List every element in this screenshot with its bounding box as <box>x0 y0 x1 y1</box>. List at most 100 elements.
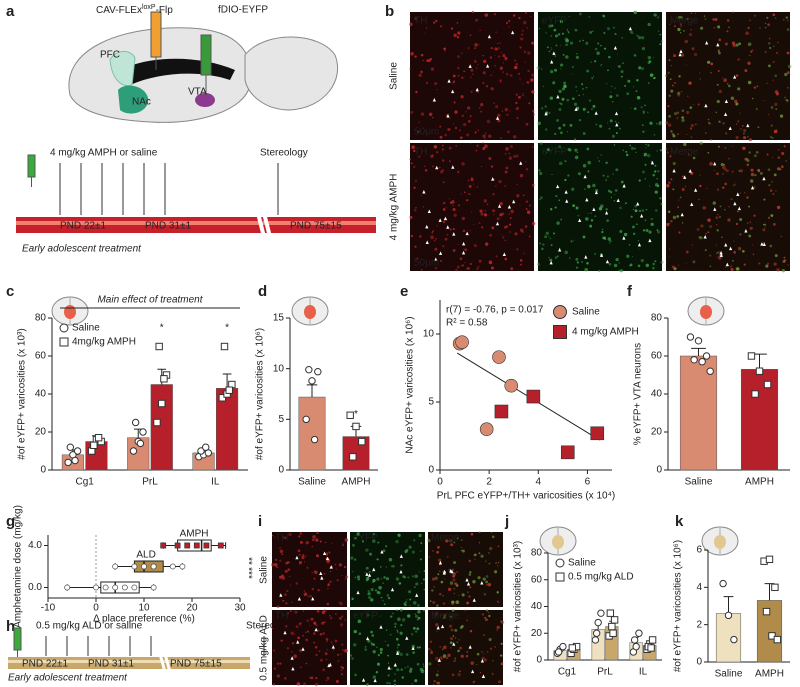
cell-signal <box>469 629 473 633</box>
cell-signal <box>273 562 278 567</box>
cell-signal <box>365 683 369 687</box>
data-point <box>358 437 366 446</box>
cell-signal <box>322 632 325 635</box>
cell-signal <box>582 235 586 239</box>
y-tick-label: 20 <box>531 628 543 639</box>
cell-signal <box>453 123 455 125</box>
x-tick-label: Saline <box>298 477 326 488</box>
cell-signal <box>379 565 382 568</box>
cell-signal <box>764 51 767 54</box>
cell-signal <box>618 269 621 272</box>
cell-signal <box>279 547 281 549</box>
cell-signal <box>540 196 543 199</box>
cell-signal <box>407 614 411 618</box>
cell-signal <box>505 166 509 170</box>
cell-signal <box>484 210 486 212</box>
arrowhead <box>550 60 554 64</box>
cell-signal <box>574 138 577 141</box>
cell-signal <box>395 539 399 544</box>
cell-signal <box>396 631 399 633</box>
cell-signal <box>734 183 736 185</box>
arrowhead <box>622 184 626 188</box>
cell-signal <box>766 153 769 156</box>
cell-signal <box>509 217 512 219</box>
cell-signal <box>342 544 345 547</box>
cell-signal <box>735 267 740 271</box>
cell-signal <box>786 51 790 55</box>
cell-signal <box>416 627 420 631</box>
cell-signal <box>489 547 493 551</box>
cell-signal <box>456 22 459 24</box>
cell-signal <box>473 47 476 50</box>
cell-signal <box>667 210 671 214</box>
cell-signal <box>329 580 332 583</box>
cell-signal <box>302 634 304 637</box>
cell-signal <box>763 99 765 102</box>
data-point <box>102 584 109 591</box>
cell-signal <box>612 26 616 29</box>
cell-signal <box>296 626 299 629</box>
cell-signal <box>519 228 524 232</box>
cell-signal <box>376 662 381 666</box>
cell-signal <box>349 654 352 657</box>
cell-signal <box>785 160 787 162</box>
cell-signal <box>504 257 508 261</box>
cell-signal <box>589 30 593 34</box>
cell-signal <box>318 650 321 653</box>
cell-signal <box>652 266 655 270</box>
cell-signal <box>775 17 777 19</box>
cell-signal <box>316 683 318 685</box>
cell-signal <box>418 155 421 158</box>
cell-signal <box>549 258 553 262</box>
cell-signal <box>700 224 704 228</box>
cell-signal <box>376 558 379 561</box>
cell-signal <box>558 126 561 130</box>
x-tick-label: AMPH <box>745 477 774 488</box>
cell-signal <box>440 25 443 28</box>
arrowhead <box>446 114 450 118</box>
cell-signal <box>449 228 452 231</box>
cell-signal <box>368 596 371 599</box>
cell-signal <box>453 561 456 564</box>
cell-signal <box>557 33 561 36</box>
cell-signal <box>743 128 747 133</box>
cell-signal <box>562 123 566 127</box>
cell-signal <box>528 235 531 238</box>
cell-signal <box>398 582 402 585</box>
data-point <box>751 390 759 398</box>
cell-signal <box>298 649 303 653</box>
cell-signal <box>774 254 778 258</box>
y-tick-label: 60 <box>531 574 543 585</box>
cell-signal <box>491 535 495 539</box>
y-tick-label: 0.0 <box>28 582 42 593</box>
cell-signal <box>717 70 720 72</box>
cell-signal <box>285 625 288 628</box>
cell-signal <box>485 85 489 88</box>
cell-signal <box>460 539 463 541</box>
cell-signal <box>473 243 477 248</box>
cell-signal <box>389 682 391 684</box>
cell-signal <box>305 631 307 633</box>
cell-signal <box>289 610 292 612</box>
cell-signal <box>454 657 456 660</box>
cell-signal <box>558 145 562 149</box>
cell-signal <box>439 592 442 596</box>
cell-signal <box>660 203 663 206</box>
cell-signal <box>750 179 754 183</box>
cell-signal <box>523 252 525 255</box>
legend-label: 4mg/kg AMPH <box>72 337 136 348</box>
cell-signal <box>315 538 319 542</box>
cell-signal <box>754 154 757 158</box>
cell-signal <box>476 267 479 270</box>
cell-signal <box>434 81 438 86</box>
data-point <box>560 445 575 460</box>
cell-signal <box>717 50 720 53</box>
cell-signal <box>753 214 756 217</box>
cell-signal <box>516 194 520 198</box>
cell-signal <box>386 644 390 647</box>
cell-signal <box>399 608 403 612</box>
cell-signal <box>783 259 787 262</box>
cell-signal <box>571 66 574 69</box>
cell-signal <box>751 97 754 100</box>
arrowhead <box>724 242 728 247</box>
